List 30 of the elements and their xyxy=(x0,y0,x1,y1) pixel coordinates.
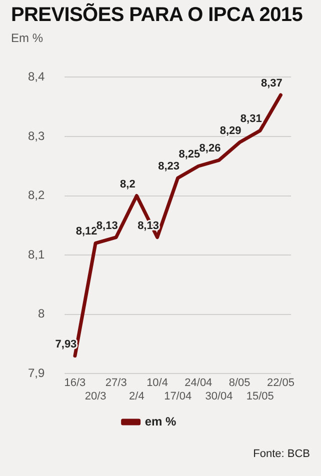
y-tick-label: 8,2 xyxy=(28,188,45,202)
x-tick-label: 15/05 xyxy=(246,390,274,402)
data-label: 8,13 xyxy=(96,220,118,232)
source-note: Fonte: BCB xyxy=(253,448,310,460)
y-tick-label: 7,9 xyxy=(28,366,45,380)
x-tick-label: 20/3 xyxy=(84,390,106,402)
data-label: 8,25 xyxy=(178,148,200,161)
y-tick-label: 8 xyxy=(38,306,45,321)
x-tick-label: 24/04 xyxy=(184,377,212,390)
y-tick-label: 8,3 xyxy=(28,128,45,143)
chart-title: PREVISÕES PARA O IPCA 2015 xyxy=(11,4,303,27)
x-tick-label: 30/04 xyxy=(205,390,233,402)
data-label: 8,2 xyxy=(120,178,136,190)
x-tick-label: 8/05 xyxy=(228,377,250,390)
data-label: 8,37 xyxy=(261,78,282,90)
x-tick-label: 22/05 xyxy=(266,377,294,390)
y-axis-title: Em % xyxy=(11,31,44,45)
data-label: 8,23 xyxy=(158,160,180,173)
x-tick-label: 17/04 xyxy=(164,390,192,402)
x-tick-label: 10/4 xyxy=(146,377,168,390)
y-tick-label: 8,4 xyxy=(28,70,45,84)
y-tick-label: 8,1 xyxy=(28,247,45,262)
data-label: 8,29 xyxy=(220,124,242,137)
x-tick-label: 16/3 xyxy=(64,377,86,390)
x-tick-label: 27/3 xyxy=(105,377,127,390)
data-label: 8,31 xyxy=(240,113,262,126)
legend-label: em % xyxy=(144,414,177,428)
data-label: 8,12 xyxy=(76,226,98,238)
data-label: 8,26 xyxy=(199,142,221,155)
x-tick-label: 2/4 xyxy=(129,390,144,402)
